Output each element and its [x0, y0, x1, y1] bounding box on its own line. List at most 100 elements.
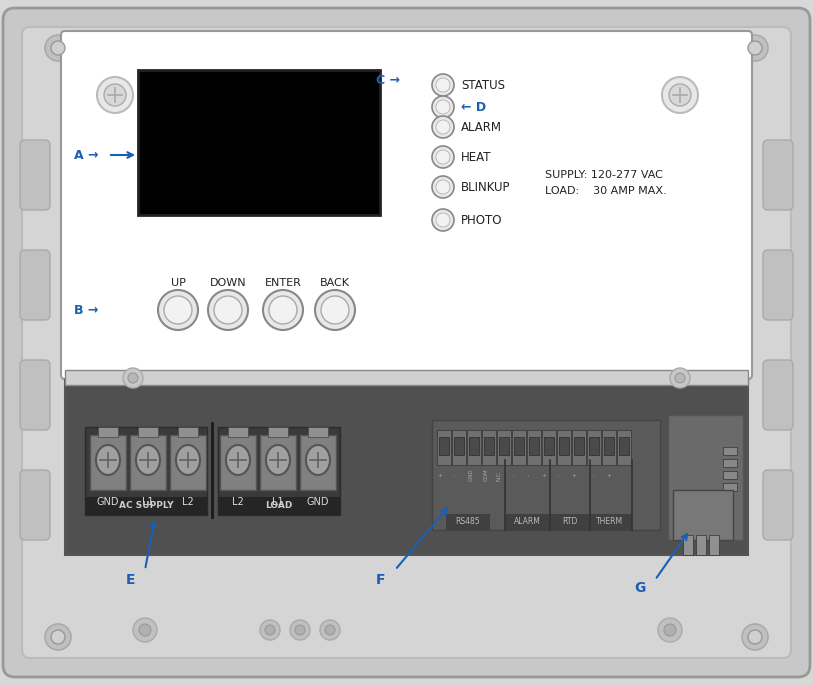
Circle shape — [315, 290, 355, 330]
Text: THERM: THERM — [597, 517, 624, 527]
Bar — [85, 497, 207, 515]
Text: L1: L1 — [272, 497, 284, 507]
Text: ALARM: ALARM — [514, 517, 541, 527]
Circle shape — [265, 625, 275, 635]
Circle shape — [436, 100, 450, 114]
Circle shape — [320, 620, 340, 640]
Bar — [138, 427, 158, 437]
Text: +: + — [438, 473, 444, 477]
Bar — [617, 430, 631, 465]
Circle shape — [432, 176, 454, 198]
Bar — [260, 435, 296, 490]
Circle shape — [748, 630, 762, 644]
Ellipse shape — [306, 445, 330, 475]
Circle shape — [45, 35, 71, 61]
Circle shape — [670, 368, 690, 388]
Bar — [220, 435, 256, 490]
Bar — [673, 490, 733, 540]
Text: -: - — [528, 474, 533, 476]
Bar — [497, 430, 511, 465]
Circle shape — [260, 620, 280, 640]
Circle shape — [742, 35, 768, 61]
Circle shape — [436, 213, 450, 227]
Bar — [512, 430, 526, 465]
Bar — [542, 430, 556, 465]
Bar — [723, 471, 737, 479]
Circle shape — [432, 96, 454, 118]
Bar — [469, 437, 479, 455]
Bar — [602, 430, 616, 465]
Text: LOAD:    30 AMP MAX.: LOAD: 30 AMP MAX. — [545, 186, 667, 196]
Text: UP: UP — [171, 278, 185, 288]
Text: BLINKUP: BLINKUP — [461, 181, 511, 193]
Text: G: G — [634, 581, 646, 595]
Text: BACK: BACK — [320, 278, 350, 288]
FancyBboxPatch shape — [3, 8, 810, 677]
Circle shape — [123, 368, 143, 388]
Bar — [529, 437, 539, 455]
Circle shape — [208, 290, 248, 330]
Text: +: + — [607, 473, 612, 477]
Ellipse shape — [266, 445, 290, 475]
Bar — [514, 437, 524, 455]
Text: SUPPLY: 120-277 VAC: SUPPLY: 120-277 VAC — [545, 170, 663, 180]
Bar — [696, 535, 706, 555]
Circle shape — [45, 624, 71, 650]
Text: GND: GND — [307, 497, 329, 507]
Ellipse shape — [136, 445, 160, 475]
Text: -: - — [558, 474, 563, 476]
FancyBboxPatch shape — [22, 27, 791, 658]
Text: L2: L2 — [182, 497, 193, 507]
Ellipse shape — [96, 445, 120, 475]
Bar — [588, 514, 632, 530]
Circle shape — [436, 120, 450, 134]
Text: C →: C → — [376, 73, 400, 86]
Bar — [178, 427, 198, 437]
Circle shape — [164, 296, 192, 324]
Text: RTD: RTD — [563, 517, 578, 527]
Bar — [668, 415, 743, 540]
Bar — [432, 420, 660, 530]
Circle shape — [133, 618, 157, 642]
Text: HEAT: HEAT — [461, 151, 492, 164]
Ellipse shape — [226, 445, 250, 475]
Circle shape — [432, 74, 454, 96]
Circle shape — [321, 296, 349, 324]
Circle shape — [295, 625, 305, 635]
FancyBboxPatch shape — [20, 250, 50, 320]
Text: COM: COM — [484, 469, 489, 482]
FancyBboxPatch shape — [61, 31, 752, 379]
Bar — [228, 427, 248, 437]
Text: L2: L2 — [233, 497, 244, 507]
FancyBboxPatch shape — [20, 360, 50, 430]
Bar — [548, 514, 592, 530]
Bar — [604, 437, 614, 455]
Circle shape — [658, 618, 682, 642]
Text: GND: GND — [468, 469, 473, 482]
Bar — [437, 430, 451, 465]
Circle shape — [104, 84, 126, 106]
Bar — [619, 437, 629, 455]
Circle shape — [214, 296, 242, 324]
Bar — [218, 497, 340, 515]
Bar — [308, 427, 328, 437]
Bar — [85, 427, 207, 515]
Circle shape — [139, 624, 151, 636]
Bar — [218, 427, 340, 515]
Text: F: F — [376, 573, 385, 587]
Text: GND: GND — [97, 497, 120, 507]
Circle shape — [269, 296, 297, 324]
FancyBboxPatch shape — [763, 360, 793, 430]
Circle shape — [432, 209, 454, 231]
Circle shape — [128, 373, 138, 383]
Circle shape — [158, 290, 198, 330]
Bar — [683, 535, 693, 555]
Bar — [170, 435, 206, 490]
Circle shape — [325, 625, 335, 635]
Text: N.C.: N.C. — [497, 469, 502, 481]
Bar — [499, 437, 509, 455]
Text: L1: L1 — [142, 497, 154, 507]
Circle shape — [51, 630, 65, 644]
Bar — [138, 70, 380, 215]
Text: DOWN: DOWN — [210, 278, 246, 288]
